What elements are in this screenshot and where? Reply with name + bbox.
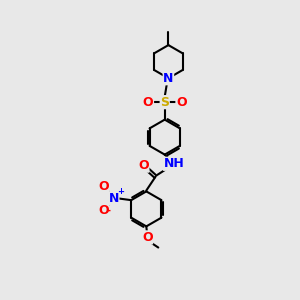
Text: -: - [106,206,110,216]
Text: O: O [142,231,153,244]
Text: N: N [163,72,174,85]
Text: O: O [138,159,149,172]
Text: O: O [98,204,109,217]
Text: O: O [176,96,187,109]
Text: N: N [109,192,119,205]
Text: NH: NH [164,157,184,170]
Text: O: O [98,180,109,193]
Text: S: S [160,96,169,109]
Text: +: + [117,187,124,196]
Text: O: O [143,96,154,109]
